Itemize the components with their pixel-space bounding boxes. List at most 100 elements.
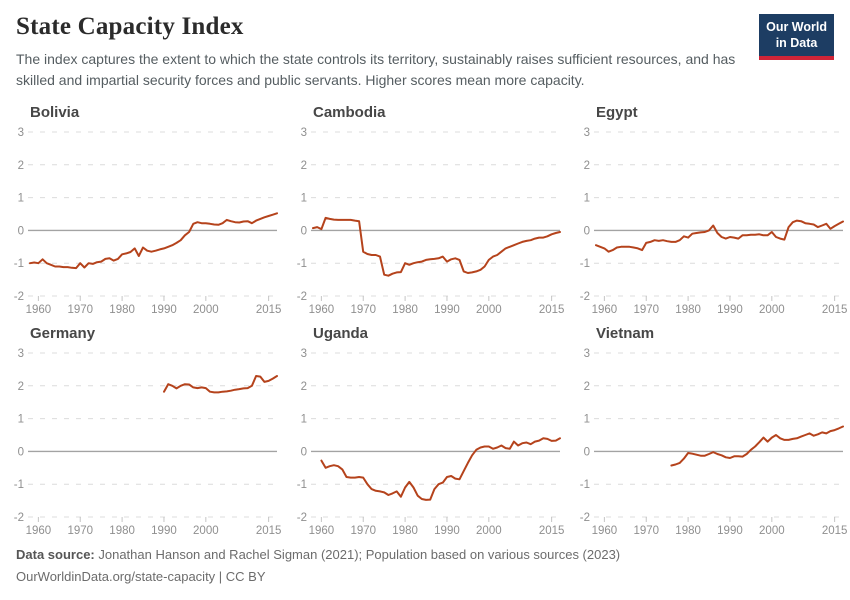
x-axis-label: 1960 (309, 525, 335, 537)
x-axis-label: 1970 (350, 525, 376, 537)
chart-footer: Data source: Jonathan Hanson and Rachel … (16, 544, 620, 588)
y-axis-label: 3 (301, 127, 307, 139)
y-axis-label: -2 (14, 291, 24, 303)
data-source-label: Data source: (16, 546, 95, 562)
license-line: OurWorldinData.org/state-capacity | CC B… (16, 568, 266, 584)
x-axis-label: 1970 (350, 304, 376, 316)
data-line-germany (163, 375, 278, 394)
x-axis-label: 2015 (256, 304, 282, 316)
y-axis-label: -2 (580, 291, 590, 303)
x-axis-label: 2000 (476, 525, 502, 537)
chart-panel-bolivia: Bolivia 3 2 1 0 -1 -2 1960 1970 1980 1990 2000 2015 (0, 95, 283, 316)
y-axis-label: 3 (18, 348, 24, 360)
page-header: State Capacity Index The index captures … (0, 0, 850, 91)
data-line-egypt (595, 219, 844, 253)
chart-title: Bolivia (30, 104, 80, 121)
x-axis-label: 1970 (633, 525, 659, 537)
x-axis-label: 1960 (592, 304, 618, 316)
charts-grid: Bolivia 3 2 1 0 -1 -2 1960 1970 1980 1990 2000 2015… (0, 95, 850, 537)
owid-logo-line1: Our World (766, 20, 827, 34)
x-axis-label: 1970 (67, 304, 93, 316)
x-axis-label: 2015 (822, 304, 848, 316)
x-axis-label: 2000 (759, 304, 785, 316)
x-axis-label: 1990 (151, 525, 177, 537)
y-axis-label: -2 (297, 291, 307, 303)
chart-title: Uganda (313, 325, 369, 342)
y-axis-label: 1 (301, 414, 307, 426)
x-axis-label: 2000 (476, 304, 502, 316)
page-title: State Capacity Index (16, 13, 244, 40)
x-axis-label: 1980 (675, 304, 701, 316)
data-line-cambodia (312, 216, 561, 277)
y-axis-label: -2 (580, 512, 590, 524)
x-axis-label: 1970 (633, 304, 659, 316)
x-axis-label: 1980 (109, 525, 135, 537)
y-axis-label: 1 (18, 414, 24, 426)
y-axis-label: 1 (584, 193, 590, 205)
y-axis-label: 0 (584, 446, 590, 458)
x-axis-label: 1990 (434, 525, 460, 537)
x-axis-label: 2015 (256, 525, 282, 537)
y-axis-label: -1 (14, 479, 24, 491)
x-axis-label: 1990 (151, 304, 177, 316)
y-axis-label: -1 (580, 479, 590, 491)
y-axis-label: 2 (301, 160, 307, 172)
x-axis-label: 1960 (26, 525, 52, 537)
y-axis-label: -1 (14, 258, 24, 270)
x-axis-label: 1980 (392, 525, 418, 537)
chart-title: Cambodia (313, 104, 386, 121)
data-line-vietnam (670, 425, 844, 467)
x-axis-label: 2015 (539, 304, 565, 316)
chart-title: Germany (30, 325, 96, 342)
y-axis-label: 1 (301, 193, 307, 205)
page-subtitle: The index captures the extent to which t… (16, 51, 736, 88)
y-axis-label: 3 (18, 127, 24, 139)
owid-logo: Our World in Data (759, 14, 834, 61)
y-axis-label: 3 (584, 348, 590, 360)
y-axis-label: 1 (18, 193, 24, 205)
y-axis-label: 3 (301, 348, 307, 360)
header-text-block: State Capacity Index The index captures … (16, 13, 746, 91)
x-axis-label: 1980 (109, 304, 135, 316)
x-axis-label: 2000 (193, 525, 219, 537)
y-axis-label: 0 (301, 225, 307, 237)
chart-panel-germany: Germany 3 2 1 0 -1 -2 1960 1970 1980 1990 2000 2015 (0, 316, 283, 537)
x-axis-label: 2015 (822, 525, 848, 537)
chart-panel-vietnam: Vietnam 3 2 1 0 -1 -2 1960 1970 1980 1990 2000 2015 (566, 316, 849, 537)
owid-logo-line2: in Data (775, 35, 818, 50)
y-axis-label: 0 (18, 225, 24, 237)
x-axis-label: 1990 (717, 525, 743, 537)
y-axis-label: -1 (580, 258, 590, 270)
data-line-uganda (320, 437, 561, 501)
y-axis-label: 2 (301, 381, 307, 393)
x-axis-label: 1960 (309, 304, 335, 316)
chart-panel-uganda: Uganda 3 2 1 0 -1 -2 1960 1970 1980 1990 2000 2015 (283, 316, 566, 537)
x-axis-label: 1990 (434, 304, 460, 316)
chart-title: Egypt (596, 104, 638, 121)
x-axis-label: 1980 (675, 525, 701, 537)
y-axis-label: 0 (18, 446, 24, 458)
x-axis-label: 1970 (67, 525, 93, 537)
y-axis-label: -1 (297, 258, 307, 270)
y-axis-label: 2 (584, 381, 590, 393)
y-axis-label: 0 (584, 225, 590, 237)
data-source-line: Data source: Jonathan Hanson and Rachel … (16, 544, 620, 566)
chart-title: Vietnam (596, 325, 655, 342)
x-axis-label: 1960 (26, 304, 52, 316)
x-axis-label: 1960 (592, 525, 618, 537)
y-axis-label: 1 (584, 414, 590, 426)
y-axis-label: -1 (297, 479, 307, 491)
y-axis-label: 2 (18, 381, 24, 393)
chart-panel-egypt: Egypt 3 2 1 0 -1 -2 1960 1970 1980 1990 2000 2015 (566, 95, 849, 316)
x-axis-label: 2000 (759, 525, 785, 537)
chart-panel-cambodia: Cambodia 3 2 1 0 -1 -2 1960 1970 1980 1990 2000 201… (283, 95, 566, 316)
y-axis-label: 2 (584, 160, 590, 172)
y-axis-label: 0 (301, 446, 307, 458)
x-axis-label: 2015 (539, 525, 565, 537)
x-axis-label: 1980 (392, 304, 418, 316)
data-source-text: Jonathan Hanson and Rachel Sigman (2021)… (94, 546, 621, 562)
x-axis-label: 2000 (193, 304, 219, 316)
